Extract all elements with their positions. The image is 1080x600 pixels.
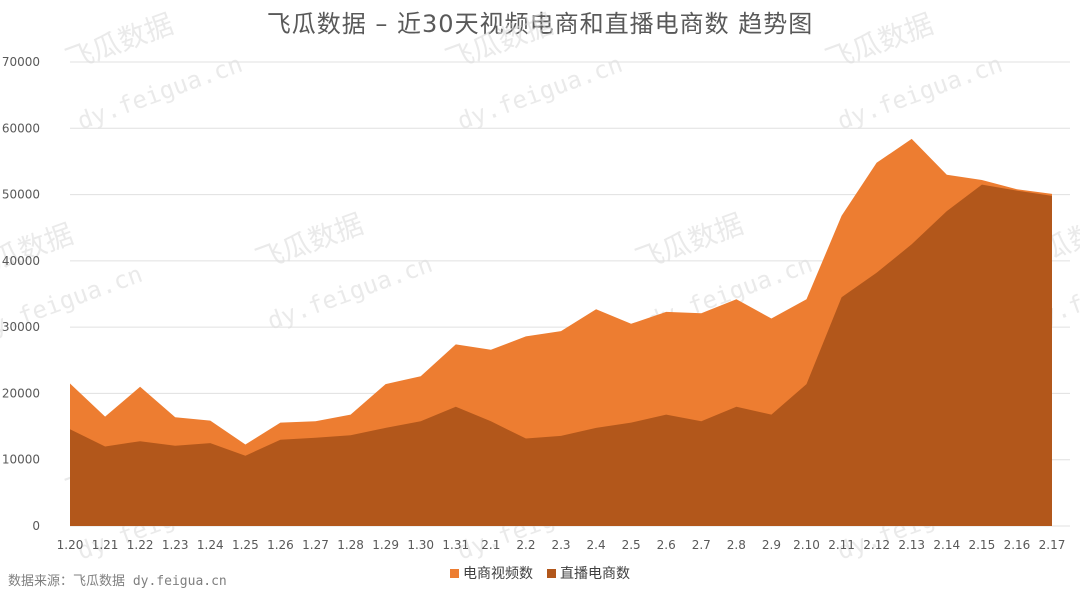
x-tick-label: 2.4 (587, 538, 606, 552)
x-tick-label: 2.3 (551, 538, 570, 552)
x-tick-label: 2.9 (762, 538, 781, 552)
areas (70, 138, 1052, 526)
legend-item-video[interactable]: 电商视频数 (450, 563, 533, 583)
watermark-brand: 飞瓜数据 (251, 207, 368, 276)
x-tick-label: 1.31 (442, 538, 469, 552)
legend-label-video: 电商视频数 (463, 566, 533, 582)
x-tick-label: 2.1 (481, 538, 500, 552)
x-tick-label: 2.16 (1004, 538, 1031, 552)
y-tick-label: 10000 (2, 453, 40, 467)
x-tick-label: 2.5 (622, 538, 641, 552)
x-tick-label: 2.13 (898, 538, 925, 552)
y-tick-label: 30000 (2, 320, 40, 334)
y-tick-label: 0 (32, 519, 40, 533)
legend: 电商视频数 直播电商数 (0, 563, 1080, 583)
y-axis: 0 10000 20000 30000 40000 50000 60000 70000 (2, 55, 40, 533)
x-axis: 1.20 1.21 1.22 1.23 1.24 1.25 1.26 1.27 1.28 1.29… (57, 538, 1066, 552)
watermark-brand: 飞瓜数据 (0, 217, 78, 286)
x-tick-label: 2.17 (1039, 538, 1066, 552)
x-tick-label: 2.10 (793, 538, 820, 552)
x-tick-label: 2.2 (516, 538, 535, 552)
watermark-brand: 飞瓜数据 (61, 7, 178, 76)
x-tick-label: 1.26 (267, 538, 294, 552)
watermark-brand: 飞瓜数据 (821, 7, 938, 76)
x-tick-label: 1.23 (162, 538, 189, 552)
x-tick-label: 2.14 (933, 538, 960, 552)
x-tick-label: 2.8 (727, 538, 746, 552)
legend-swatch-video (450, 568, 459, 578)
x-tick-label: 1.30 (407, 538, 434, 552)
source-note: 数据来源：飞瓜数据 dy.feigua.cn (8, 574, 227, 589)
watermark-brand: 飞瓜数据 (631, 207, 748, 276)
y-tick-label: 40000 (2, 254, 40, 268)
y-tick-label: 20000 (2, 386, 40, 400)
x-tick-label: 1.24 (197, 538, 224, 552)
x-tick-label: 2.7 (692, 538, 711, 552)
x-tick-label: 2.15 (968, 538, 995, 552)
watermark-brand: 飞瓜数据 (441, 7, 558, 76)
y-tick-label: 70000 (2, 55, 40, 69)
area-series-live (70, 184, 1052, 526)
legend-item-live[interactable]: 直播电商数 (547, 563, 630, 583)
legend-label-live: 直播电商数 (560, 566, 630, 582)
x-tick-label: 2.12 (863, 538, 890, 552)
x-tick-label: 1.29 (372, 538, 399, 552)
x-tick-label: 1.22 (127, 538, 154, 552)
x-tick-label: 1.27 (302, 538, 329, 552)
y-tick-label: 50000 (2, 188, 40, 202)
x-tick-label: 1.21 (92, 538, 119, 552)
x-tick-label: 1.28 (337, 538, 364, 552)
y-tick-label: 60000 (2, 121, 40, 135)
legend-swatch-live (547, 568, 556, 578)
x-tick-label: 1.20 (57, 538, 84, 552)
x-tick-label: 2.11 (828, 538, 855, 552)
chart-title: 飞瓜数据 – 近30天视频电商和直播电商数 趋势图 (266, 10, 814, 38)
x-tick-label: 1.25 (232, 538, 259, 552)
x-tick-label: 2.6 (657, 538, 676, 552)
